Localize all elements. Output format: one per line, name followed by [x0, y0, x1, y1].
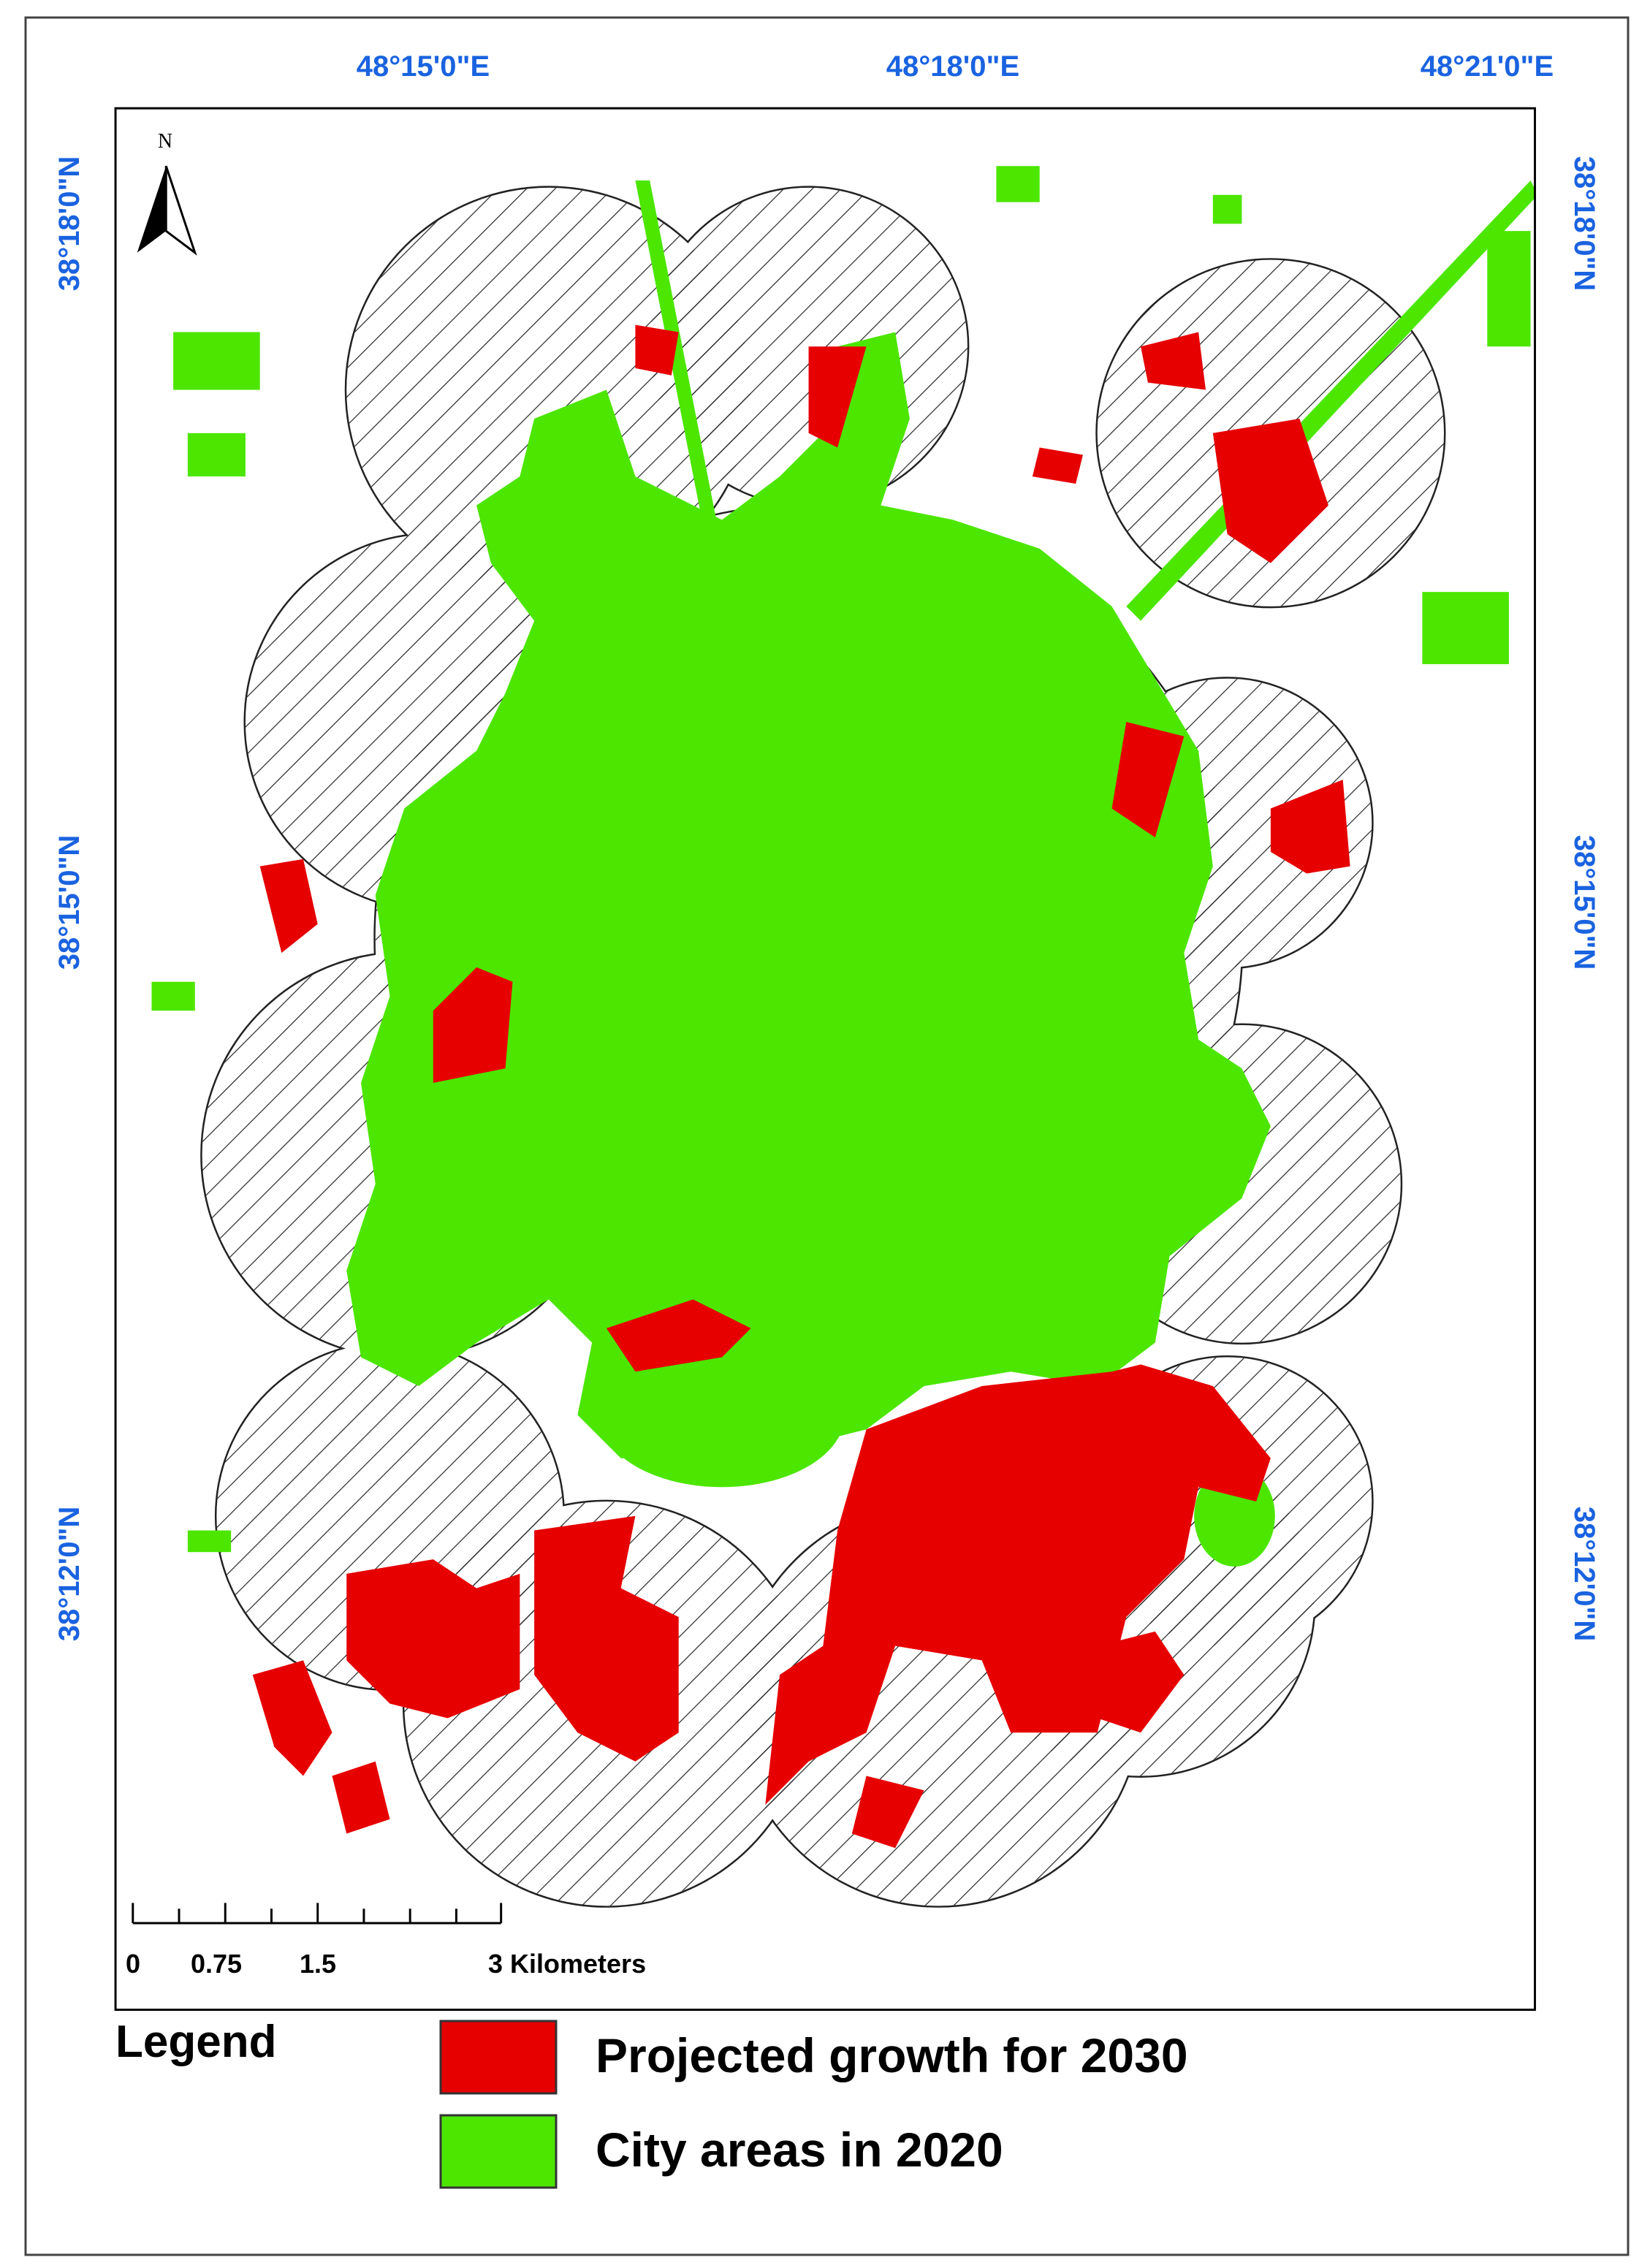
legend: Projected growth for 2030 City areas in 2…: [439, 2020, 1188, 2189]
scale-label: 1.5: [300, 1949, 336, 1979]
longitude-label: 48°15'0"E: [357, 50, 490, 83]
north-arrow: [137, 165, 197, 256]
legend-swatch: [439, 2020, 558, 2095]
scale-bar: [132, 1903, 503, 1925]
longitude-label: 48°18'0"E: [886, 50, 1019, 83]
latitude-label: 38°12'0"N: [1568, 1507, 1600, 1642]
legend-title: Legend: [115, 2017, 276, 2067]
scale-label: 0: [126, 1949, 140, 1979]
latitude-label: 38°12'0"N: [53, 1507, 85, 1642]
scale-label: 0.75: [191, 1949, 242, 1979]
legend-label: City areas in 2020: [596, 2123, 1003, 2177]
latitude-label: 38°18'0"N: [1568, 156, 1600, 292]
latitude-label: 38°15'0"N: [1568, 835, 1600, 970]
latitude-label: 38°18'0"N: [53, 156, 85, 292]
city-2020: [151, 166, 1535, 1567]
map-frame: [114, 107, 1536, 2012]
growth-2030: [252, 324, 1350, 1849]
legend-swatch: [439, 2114, 558, 2189]
longitude-label: 48°21'0"E: [1421, 50, 1554, 83]
latitude-label: 38°15'0"N: [53, 835, 85, 970]
legend-label: Projected growth for 2030: [596, 2028, 1188, 2082]
scale-label: 3 Kilometers: [488, 1949, 646, 1979]
north-label: N: [158, 130, 172, 153]
map-layers: [114, 107, 1536, 2012]
